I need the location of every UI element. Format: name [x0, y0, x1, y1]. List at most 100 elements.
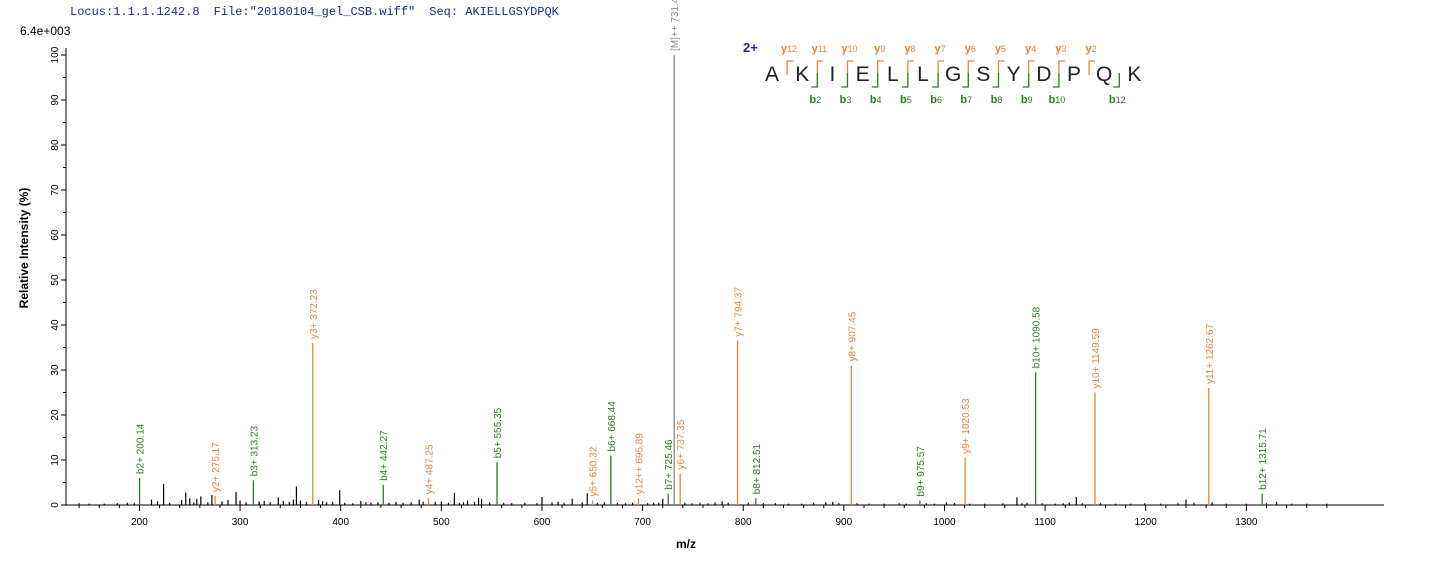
x-tick-label: 300: [232, 517, 249, 528]
b-ion-bracket: [932, 73, 939, 88]
y-ion-label: y4+ 487.25: [425, 444, 436, 494]
y-tick-label: 50: [50, 274, 61, 286]
y-ion-bracket: [1058, 60, 1065, 75]
y-ion-bracket: [877, 60, 884, 75]
x-tick-label: 400: [332, 517, 349, 528]
y-ion-tag: y10: [841, 43, 857, 55]
sequence-residue: Y: [1007, 63, 1021, 86]
spectrum-header: Locus:1.1.1.1242.8 File:"20180104_gel_CSB…: [70, 5, 573, 19]
y-tick-label: 0: [50, 502, 61, 508]
y-ion-bracket: [937, 60, 945, 75]
b-ion-label: b9+ 975.57: [916, 446, 927, 497]
y-ion-tag: y3: [1055, 43, 1066, 55]
y-ion-bracket: [1088, 60, 1096, 75]
b-ion-tag: b2: [809, 94, 821, 106]
y-ion-bracket: [786, 60, 794, 75]
y-tick-label: 40: [50, 319, 61, 331]
y-tick-label: 70: [50, 184, 61, 196]
y-ion-bracket: [1028, 60, 1035, 75]
y-ion-tag: y4: [1025, 43, 1036, 55]
sequence-residue: K: [1127, 63, 1141, 86]
b-ion-label: b7+ 725.46: [664, 439, 675, 490]
sequence-residue: P: [1067, 63, 1081, 86]
sequence-residue: L: [917, 63, 929, 86]
y-axis-title: Relative Intensity (%): [17, 188, 31, 309]
y-ion-label: y6+ 737.35: [676, 419, 687, 469]
charge-state: 2+: [743, 40, 758, 55]
y-ion-tag: y9: [874, 43, 885, 55]
file-text: File:"20180104_gel_CSB.wiff": [213, 5, 416, 19]
locus-text: Locus:1.1.1.1242.8: [70, 5, 200, 19]
b-ion-label: b2+ 200.14: [136, 423, 147, 474]
b-ion-label: b8+ 812.51: [752, 443, 763, 494]
x-tick-label: 1100: [1034, 517, 1056, 528]
b-ion-tag: b12: [1109, 94, 1126, 106]
y-tick-label: 90: [50, 94, 61, 106]
b-ion-tag: b6: [930, 94, 942, 106]
y-ion-label: y10+ 1149.59: [1091, 328, 1102, 389]
y-ion-tag: y5: [995, 43, 1006, 55]
x-tick-label: 1200: [1135, 517, 1158, 528]
sequence-residue: D: [1036, 63, 1051, 86]
precursor-ion-label: [M]++ 731.41: [670, 0, 681, 51]
b-ion-bracket: [1113, 73, 1120, 88]
y-ion-label: y8+ 907.45: [847, 311, 858, 361]
y-ion-tag: y7: [935, 43, 946, 55]
y-ion-bracket: [816, 60, 824, 75]
y-ion-label: y7+ 794.37: [734, 287, 745, 337]
x-tick-label: 1000: [933, 517, 956, 528]
y-ion-label: y11+ 1262.67: [1205, 323, 1216, 384]
sequence-residue: K: [795, 63, 809, 86]
y-max-intensity: 6.4e+003: [20, 24, 71, 38]
b-ion-label: b3+ 313.23: [249, 425, 260, 476]
y-ion-label: y9+ 1020.53: [961, 398, 972, 454]
y-ion-tag: y12: [781, 43, 797, 55]
b-ion-label: b6+ 668.44: [607, 401, 618, 452]
y-tick-label: 100: [50, 46, 61, 63]
y-ion-bracket: [907, 60, 914, 75]
sequence-residue: E: [856, 63, 870, 86]
sequence-residue: G: [945, 63, 961, 86]
y-tick-label: 30: [50, 364, 61, 376]
sequence-residue: I: [829, 63, 835, 86]
x-axis-title: m/z: [676, 537, 696, 551]
y-ion-bracket: [997, 60, 1005, 75]
sequence-text: Seq: AKIELLGSYDPQK: [429, 5, 559, 19]
b-ion-bracket: [811, 73, 818, 88]
b-ion-tag: b5: [900, 94, 912, 106]
y-ion-tag: y11: [812, 43, 827, 55]
b-ion-bracket: [962, 73, 969, 88]
b-ion-bracket: [1052, 73, 1060, 88]
b-ion-tag: b9: [1021, 94, 1033, 106]
b-ion-bracket: [1022, 73, 1030, 88]
y-ion-tag: y8: [904, 43, 915, 55]
y-ion-bracket: [967, 60, 975, 75]
y-ion-bracket: [846, 60, 854, 75]
sequence-residue: Q: [1096, 63, 1112, 86]
y-ion-label: y5+ 650.32: [589, 446, 600, 496]
y-ion-tag: y2: [1086, 43, 1097, 55]
b-ion-bracket: [901, 73, 909, 88]
b-ion-tag: b8: [991, 94, 1003, 106]
x-tick-label: 700: [634, 517, 651, 528]
b-ion-tag: b3: [840, 94, 852, 106]
b-ion-label: b4+ 442.27: [379, 430, 390, 481]
b-ion-bracket: [841, 73, 849, 88]
b-ion-tag: b7: [960, 94, 972, 106]
y-tick-label: 20: [50, 409, 61, 421]
b-ion-label: b10+ 1090.58: [1032, 306, 1043, 368]
sequence-residue: A: [765, 63, 779, 86]
y-ion-label: y12++ 695.89: [634, 433, 645, 495]
x-tick-label: 800: [735, 517, 752, 528]
b-ion-label: b5+ 555.35: [493, 407, 504, 458]
sequence-residue: L: [887, 63, 899, 86]
b-ion-bracket: [871, 73, 879, 88]
b-ion-tag: b10: [1049, 94, 1066, 106]
x-tick-label: 900: [836, 517, 853, 528]
y-ion-tag: y6: [965, 43, 976, 55]
y-tick-label: 10: [50, 454, 61, 466]
b-ion-label: b12+ 1315.71: [1258, 428, 1269, 490]
x-tick-label: 600: [534, 517, 551, 528]
y-ion-label: y3+ 372.23: [309, 289, 320, 339]
